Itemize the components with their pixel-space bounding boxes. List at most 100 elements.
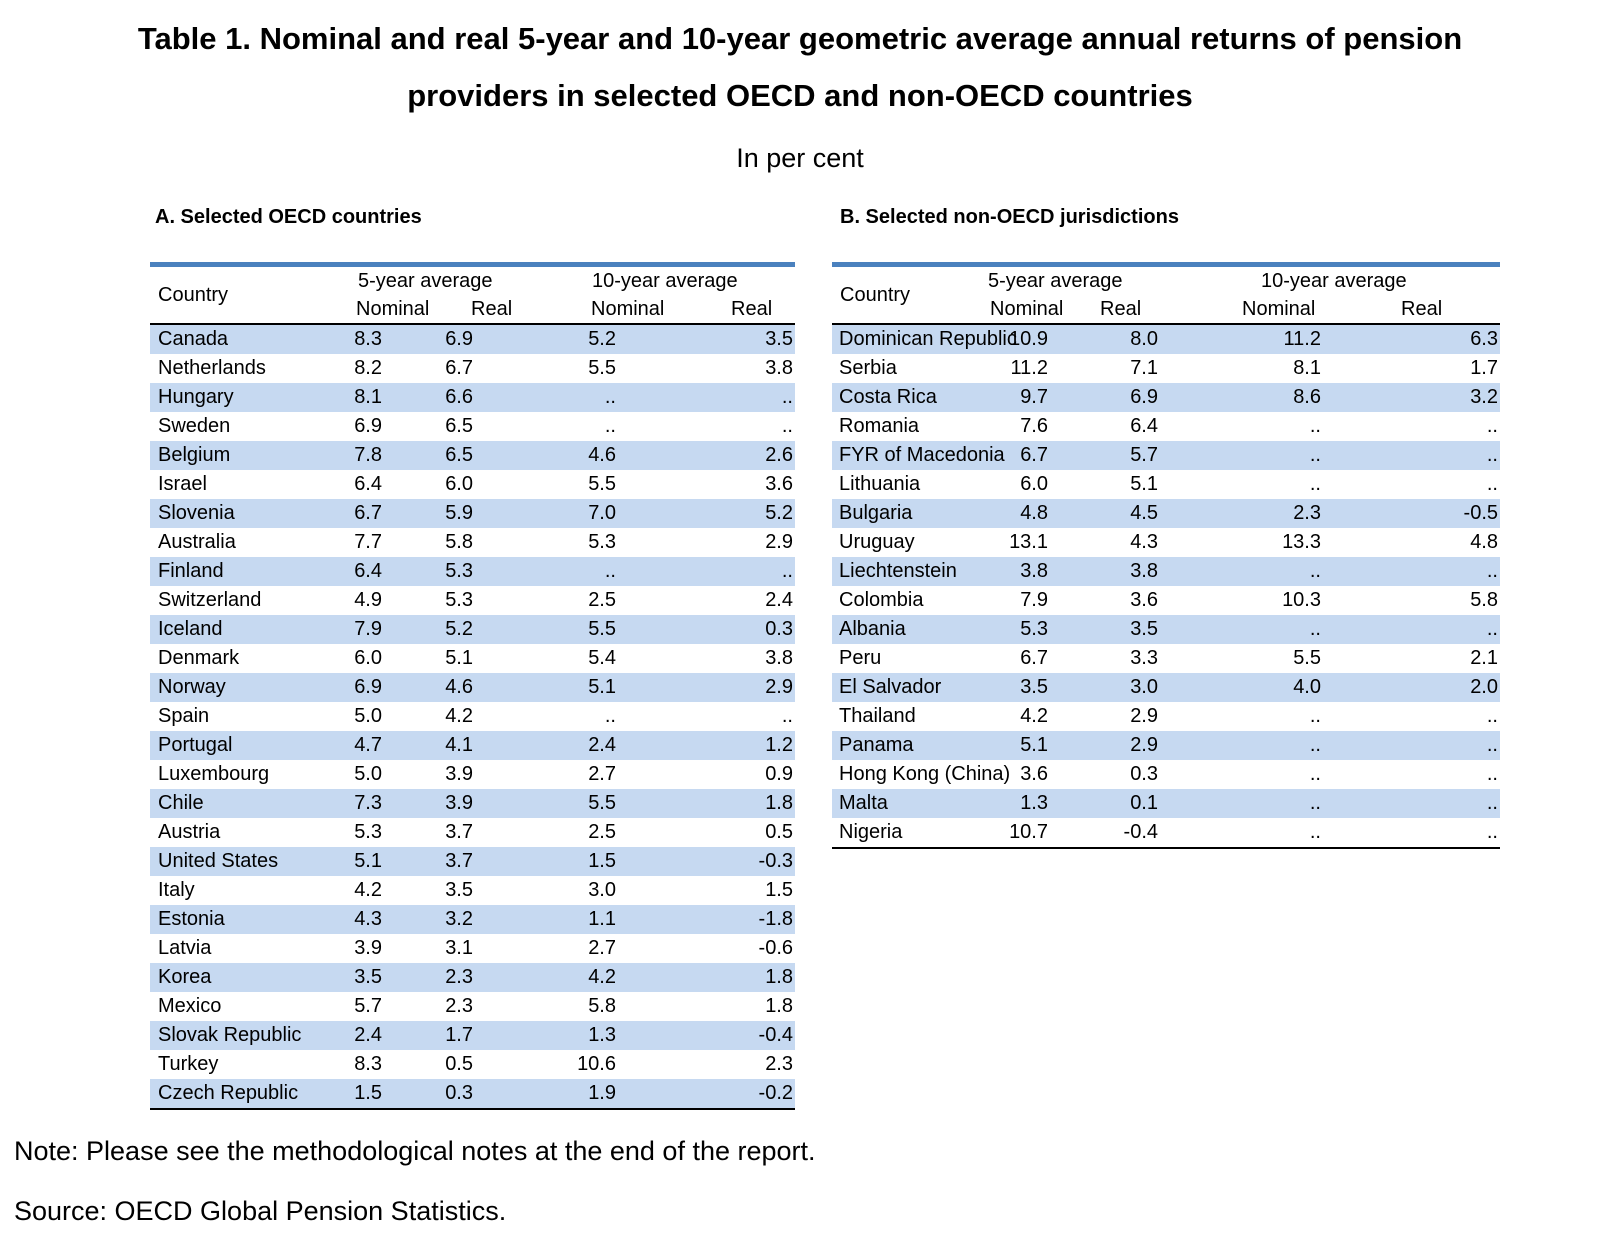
value-cell: .. [1309,705,1321,727]
country-cell: Sweden [158,415,231,437]
value-cell: 4.3 [354,908,382,930]
value-cell: 2.7 [588,763,616,785]
table-row: Estonia 4.3 3.2 1.1 -1.8 [150,905,795,934]
value-cell: 5.1 [588,676,616,698]
country-cell: Uruguay [839,531,915,553]
value-cell: 4.5 [1130,502,1158,524]
table-row: Slovak Republic 2.4 1.7 1.3 -0.4 [150,1021,795,1050]
value-cell: 3.0 [588,879,616,901]
value-cell: 2.9 [1130,705,1158,727]
table-row: Costa Rica 9.7 6.9 8.6 3.2 [832,383,1500,412]
note-text: Note: Please see the methodological note… [14,1136,816,1166]
value-cell: 5.3 [354,821,382,843]
value-cell: 3.2 [445,908,473,930]
value-cell: 5.3 [445,560,473,582]
table-row: Nigeria 10.7 -0.4.... [832,818,1500,848]
value-cell: 1.1 [588,908,616,930]
value-cell: 3.6 [1130,589,1158,611]
country-cell: Chile [158,792,204,814]
table-row: Norway 6.9 4.6 5.1 2.9 [150,673,795,702]
value-cell: 1.2 [765,734,793,756]
value-cell: 5.5 [588,357,616,379]
column-header-nominal-10y: Nominal [591,298,665,320]
value-cell: -0.3 [758,850,793,872]
value-cell: 4.2 [354,879,382,901]
value-cell: 9.7 [1020,386,1048,408]
value-cell: .. [781,415,793,437]
non-oecd-table-header: Country 5-year average 10-year average N… [832,265,1500,325]
header-row-subcolumns: Nominal Real Nominal Real [150,295,795,324]
section-a-heading: A. Selected OECD countries [155,206,422,228]
value-cell: 7.1 [1130,357,1158,379]
country-cell: Panama [839,734,914,756]
value-cell: 3.3 [1130,647,1158,669]
value-cell: 1.3 [588,1024,616,1046]
column-group-10-year-average: 10-year average [592,270,738,292]
value-cell: 7.7 [354,531,382,553]
value-cell: 0.3 [445,1082,473,1104]
value-cell: 4.0 [1293,676,1321,698]
country-cell: Luxembourg [158,763,270,785]
oecd-countries-table: Country 5-year average 10-year average N… [150,262,795,1110]
value-cell: .. [1486,473,1498,495]
country-cell: Mexico [158,995,222,1017]
country-cell: Austria [158,821,221,843]
header-row-subcolumns: Nominal Real Nominal Real [832,295,1500,324]
country-cell: Costa Rica [839,386,937,408]
value-cell: 2.4 [765,589,793,611]
value-cell: 5.5 [588,473,616,495]
column-header-real-5y: Real [471,298,513,320]
value-cell: -0.5 [1463,502,1498,524]
value-cell: 3.0 [1130,676,1158,698]
value-cell: 2.9 [1130,734,1158,756]
value-cell: 3.5 [1020,676,1048,698]
country-cell: Portugal [158,734,233,756]
value-cell: 7.8 [354,444,382,466]
country-cell: Denmark [158,647,240,669]
subtitle: In per cent [736,143,864,173]
value-cell: .. [1486,415,1498,437]
table-row: Australia 7.7 5.8 5.3 2.9 [150,528,795,557]
value-cell: 10.3 [1282,589,1321,611]
value-cell: 13.1 [1009,531,1048,553]
value-cell: 6.4 [354,560,382,582]
value-cell: 4.6 [445,676,473,698]
value-cell: .. [1309,763,1321,785]
value-cell: .. [604,560,616,582]
value-cell: 7.9 [354,618,382,640]
country-cell: Dominican Republic [832,323,1017,354]
value-cell: 5.3 [1020,618,1048,640]
value-cell: 2.3 [765,1053,793,1075]
value-cell: 6.4 [354,473,382,495]
country-cell: Australia [158,531,236,553]
value-cell: 5.2 [445,618,473,640]
table-row: United States 5.1 3.7 1.5 -0.3 [150,847,795,876]
table-row: Uruguay 13.1 4.3 13.3 4.8 [832,528,1500,557]
value-cell: 3.9 [354,937,382,959]
value-cell: 4.7 [354,734,382,756]
value-cell: 0.3 [1130,763,1158,785]
value-cell: .. [1309,415,1321,437]
table-row: Italy 4.2 3.5 3.0 1.5 [150,876,795,905]
value-cell: 1.5 [765,879,793,901]
value-cell: 8.6 [1293,386,1321,408]
value-cell: 6.4 [1130,415,1158,437]
column-group-10-year-average: 10-year average [1261,270,1407,292]
column-header-country: Country [158,284,229,306]
value-cell: 4.6 [588,444,616,466]
value-cell: 3.5 [354,966,382,988]
table-row: Thailand 4.2 2.9.... [832,702,1500,731]
non-oecd-jurisdictions-table: Country 5-year average 10-year average N… [832,262,1500,849]
value-cell: 2.3 [1293,502,1321,524]
value-cell: 0.5 [445,1053,473,1075]
table-row: Portugal 4.7 4.1 2.4 1.2 [150,731,795,760]
value-cell: 1.9 [588,1082,616,1104]
value-cell: 6.9 [354,415,382,437]
value-cell: 5.8 [1470,589,1498,611]
oecd-table-header: Country 5-year average 10-year average N… [150,265,795,325]
table-row: Slovenia 6.7 5.9 7.0 5.2 [150,499,795,528]
table-row: FYR of Macedonia 6.7 5.7.... [832,441,1500,470]
country-cell: Hong Kong (China) [839,763,1011,785]
value-cell: 8.3 [354,1053,382,1075]
value-cell: 1.8 [765,995,793,1017]
